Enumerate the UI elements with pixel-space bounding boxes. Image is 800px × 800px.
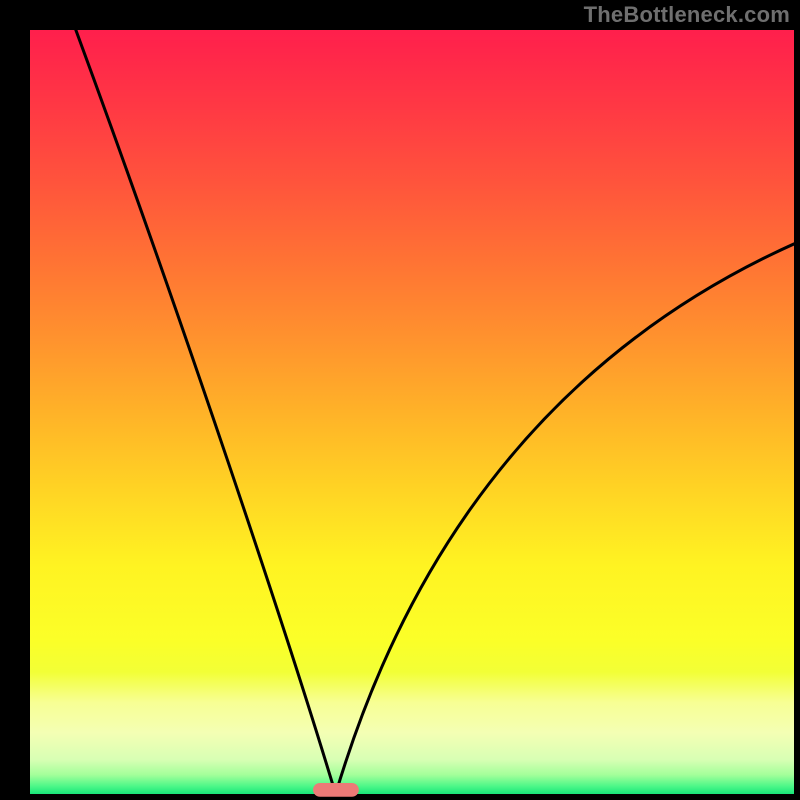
background-gradient <box>30 30 794 794</box>
apex-marker <box>313 783 359 797</box>
watermark-text: TheBottleneck.com <box>584 2 790 28</box>
chart-container: TheBottleneck.com <box>0 0 800 800</box>
bottleneck-curve <box>30 30 794 794</box>
plot-area <box>30 30 794 794</box>
